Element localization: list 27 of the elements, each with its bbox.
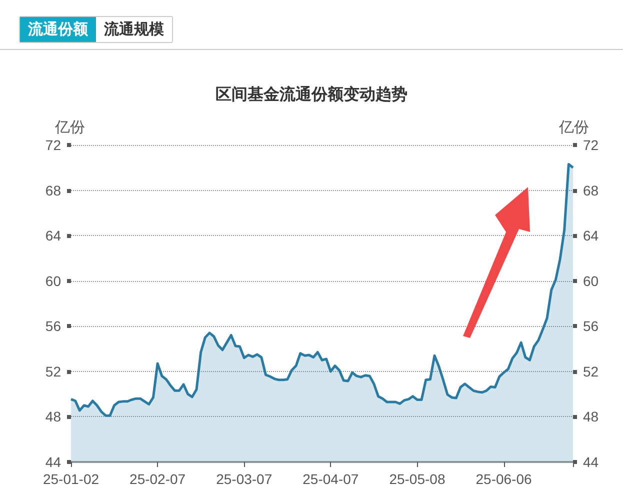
x-tick-label: 25-06-06 xyxy=(476,471,532,487)
chart-title: 区间基金流通份额变动趋势 xyxy=(216,84,408,104)
x-tick-label: 25-02-07 xyxy=(130,471,186,487)
y-tick-label: 44 xyxy=(45,454,62,470)
y2-tick-label: 48 xyxy=(583,408,599,425)
x-tick-label: 25-05-08 xyxy=(389,471,446,487)
y-tick-label: 52 xyxy=(45,363,62,380)
x-tick-label: 25-03-07 xyxy=(216,471,272,487)
x-tick-label: 25-01-02 xyxy=(42,471,100,487)
text: 流通份额 xyxy=(20,17,96,42)
y2-tick-label: 72 xyxy=(583,137,599,153)
x-tick-label: 25-04-07 xyxy=(302,471,359,487)
y2-tick-label: 68 xyxy=(583,182,599,198)
y-tick-label: 56 xyxy=(45,318,62,334)
y-tick-label: 68 xyxy=(45,182,62,198)
y2-tick-label: 60 xyxy=(583,272,599,289)
y-tick-label: 48 xyxy=(45,408,62,425)
y-tick-label: 72 xyxy=(45,137,62,153)
y2-tick-label: 64 xyxy=(583,228,599,244)
y-tick-label: 64 xyxy=(45,228,62,244)
y-axis-title: 亿份 xyxy=(54,119,85,136)
y2-tick-label: 44 xyxy=(583,454,599,470)
text: 流通规模 xyxy=(96,17,172,42)
y-tick-label: 60 xyxy=(45,272,62,289)
y2-tick-label: 52 xyxy=(583,363,599,380)
y2-axis-title: 亿份 xyxy=(558,119,589,136)
y2-tick-label: 56 xyxy=(583,318,599,334)
